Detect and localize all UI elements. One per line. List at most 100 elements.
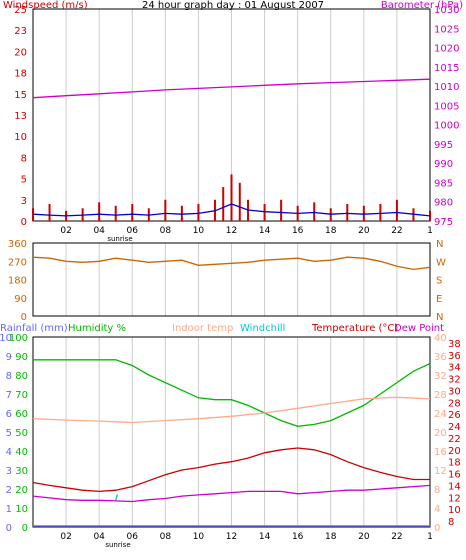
humidity-line	[33, 359, 431, 427]
windspeed-tick-label: 0	[21, 217, 27, 228]
hour-tick-label: 14	[259, 532, 271, 542]
indoor-temp-line	[32, 396, 431, 424]
humidity-tick-label: 50	[15, 428, 28, 439]
windspeed-tick-label: 20	[14, 47, 27, 58]
humidity-tick-label: 30	[15, 466, 28, 477]
barometer-tick-label: 1030	[434, 5, 459, 16]
temperature-tick-label: 8	[448, 517, 454, 528]
hour-tick-label: 22	[391, 532, 402, 542]
hour-tick-label: 18	[325, 532, 337, 542]
humidity-tick-label: 80	[15, 371, 28, 382]
hour-tick-label: 08	[160, 532, 172, 542]
hour-tick-label: 14	[259, 226, 271, 236]
temperature-tick-label: 36	[448, 351, 461, 362]
humidity-tick-label: 20	[15, 485, 28, 496]
rainfall-tick-label: 1	[6, 504, 12, 515]
humidity-tick-label: 0	[22, 523, 28, 534]
rainfall-tick-label: 8	[6, 371, 12, 382]
barometer-tick-label: 1005	[434, 101, 459, 112]
windspeed-tick-label: 15	[14, 90, 27, 101]
temperature-tick-label: 34	[448, 363, 461, 374]
legend-label: Rainfall (mm)	[0, 323, 68, 334]
wind-average-line	[32, 203, 431, 217]
compass-tick-label: N	[436, 312, 443, 323]
windspeed-tick-label: 10	[14, 132, 27, 143]
barometer-tick-label: 1020	[434, 44, 459, 55]
windspeed-tick-label: 13	[14, 111, 27, 122]
hour-tick-label: 10	[193, 532, 205, 542]
rainfall-tick-label: 9	[6, 352, 12, 363]
temperature-line	[32, 447, 430, 493]
rainfall-tick-label: 0	[6, 523, 12, 534]
barometer-tick-label: 990	[434, 159, 453, 170]
indoor-tick-label: 12	[434, 466, 447, 477]
temperature-tick-label: 24	[448, 422, 461, 433]
temperature-tick-label: 28	[448, 398, 461, 409]
hour-tick-label: 06	[127, 226, 139, 236]
compass-tick-label: W	[436, 257, 446, 268]
hour-tick-label: 02	[60, 532, 71, 542]
temperature-tick-label: 16	[448, 470, 461, 481]
legend-label: Dew Point	[394, 323, 444, 334]
indoor-tick-label: 28	[434, 390, 447, 401]
winddir-tick-label: 0	[21, 312, 27, 323]
temperature-tick-label: 14	[448, 481, 461, 492]
temperature-tick-label: 12	[448, 493, 461, 504]
sunrise-label: sunrise	[105, 541, 130, 549]
barometer-tick-label: 1010	[434, 82, 459, 93]
hour-tick-label: 18	[325, 226, 337, 236]
rainfall-tick-label: 2	[6, 485, 12, 496]
humidity-tick-label: 60	[15, 409, 28, 420]
graph-title: 24 hour graph day : 01 August 2007	[142, 0, 324, 11]
windspeed-tick-label: 18	[14, 69, 27, 80]
hour-tick-label: 04	[93, 532, 105, 542]
windspeed-tick-label: 23	[14, 26, 27, 37]
barometer-tick-label: 1000	[434, 121, 459, 132]
compass-tick-label: N	[436, 239, 443, 250]
hour-tick-label: 06	[127, 532, 139, 542]
dew-point-line	[32, 484, 431, 503]
indoor-tick-label: 20	[434, 428, 447, 439]
hour-tick-label: 1	[427, 226, 433, 236]
hour-tick-label: 1	[427, 532, 433, 542]
rainfall-tick-label: 4	[6, 447, 12, 458]
indoor-tick-label: 4	[434, 504, 440, 515]
windspeed-axis-label: Windspeed (m/s)	[3, 0, 88, 11]
temperature-tick-label: 18	[448, 458, 461, 469]
wind-direction-line	[32, 256, 431, 271]
rainfall-tick-label: 10	[0, 333, 12, 344]
temperature-tick-label: 32	[448, 375, 461, 386]
legend-label: Indoor temp	[172, 323, 233, 334]
windspeed-tick-label: 3	[21, 196, 27, 207]
humidity-tick-label: 100	[9, 333, 28, 344]
barometer-axis-label: Barometer (hPa)	[381, 0, 463, 11]
windspeed-tick-label: 5	[21, 175, 27, 186]
hour-tick-label: 22	[391, 226, 402, 236]
temperature-tick-label: 26	[448, 410, 461, 421]
rainfall-tick-label: 3	[6, 466, 12, 477]
windchill-line	[115, 494, 119, 501]
hour-tick-label: 20	[358, 226, 370, 236]
legend-label: Temperature (°C)	[311, 323, 398, 334]
indoor-tick-label: 8	[434, 485, 440, 496]
indoor-tick-label: 36	[434, 352, 447, 363]
humidity-tick-label: 10	[15, 504, 28, 515]
barometer-line	[32, 78, 431, 99]
hour-tick-label: 04	[93, 226, 105, 236]
barometer-tick-label: 1015	[434, 63, 459, 74]
barometer-tick-label: 995	[434, 140, 453, 151]
windspeed-tick-label: 8	[21, 153, 27, 164]
hour-tick-label: 20	[358, 532, 370, 542]
windspeed-tick-label: 25	[14, 5, 27, 16]
temperature-tick-label: 10	[448, 505, 461, 516]
indoor-tick-label: 16	[434, 447, 447, 458]
temperature-tick-label: 38	[448, 339, 461, 350]
humidity-tick-label: 90	[15, 352, 28, 363]
humidity-tick-label: 70	[15, 390, 28, 401]
legend-label: Humidity %	[68, 323, 126, 334]
temperature-tick-label: 20	[448, 446, 461, 457]
winddir-tick-label: 90	[14, 294, 27, 305]
hour-tick-label: 16	[292, 226, 304, 236]
hour-tick-label: 12	[226, 226, 237, 236]
